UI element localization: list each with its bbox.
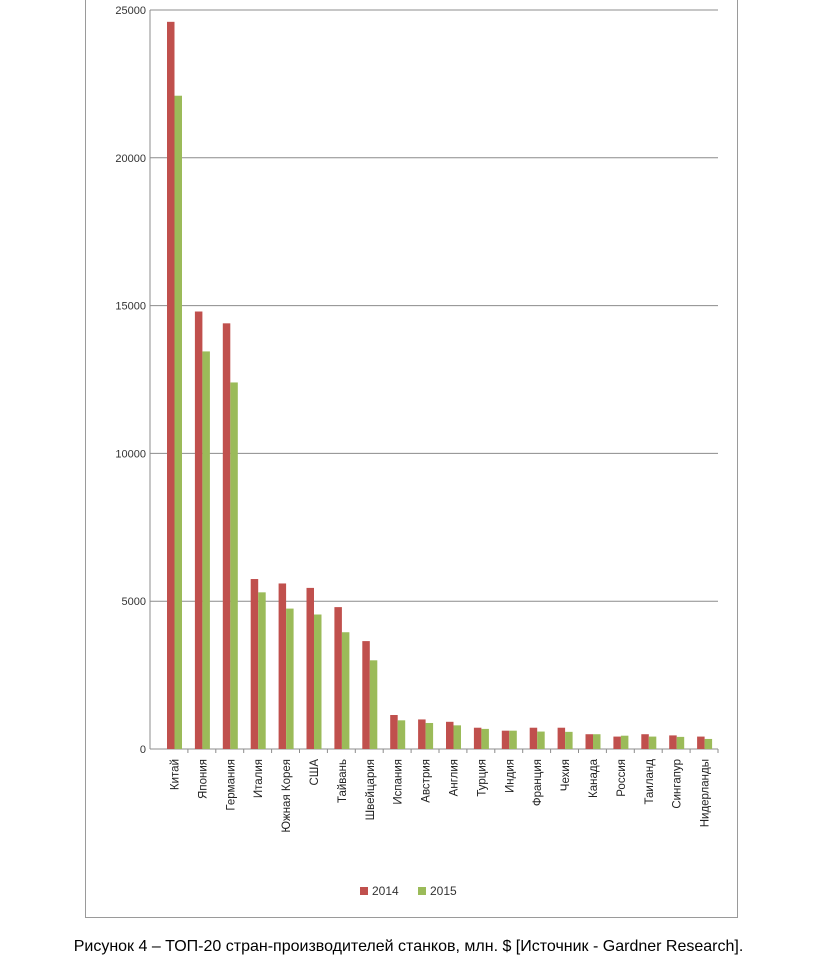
bar-2014-6 bbox=[334, 607, 342, 749]
bar-2015-14 bbox=[565, 731, 573, 749]
category-label-5: США bbox=[309, 759, 321, 786]
bar-2015-13 bbox=[537, 731, 545, 749]
category-label-11: Турция bbox=[476, 759, 488, 797]
y-tick-label-0: 0 bbox=[140, 744, 146, 756]
category-label-8: Испания bbox=[393, 759, 405, 805]
category-label-9: Австрия bbox=[421, 759, 433, 803]
figure-caption: Рисунок 4 – ТОП-20 стран-производителей … bbox=[73, 938, 744, 955]
bar-2014-18 bbox=[669, 735, 677, 749]
bar-2014-16 bbox=[613, 736, 621, 749]
bar-2014-14 bbox=[557, 727, 566, 749]
category-label-15: Канада bbox=[588, 758, 600, 798]
bar-2015-9 bbox=[425, 722, 434, 749]
bar-2014-0 bbox=[167, 21, 175, 750]
bar-2015-0 bbox=[174, 95, 182, 749]
bar-2014-19 bbox=[697, 736, 705, 749]
chart-frame bbox=[85, 0, 738, 918]
category-label-16: Россия bbox=[616, 759, 628, 797]
bar-2015-15 bbox=[593, 734, 601, 749]
category-label-19: Нидерланды bbox=[700, 759, 712, 827]
bar-2014-1 bbox=[194, 311, 203, 749]
bar-2015-6 bbox=[341, 632, 350, 749]
bar-2014-15 bbox=[585, 734, 593, 749]
bar-2014-10 bbox=[446, 721, 454, 749]
bar-2014-7 bbox=[362, 641, 370, 749]
bar-2015-18 bbox=[676, 736, 685, 749]
y-tick-label-2: 10000 bbox=[115, 448, 146, 460]
y-tick-label-1: 5000 bbox=[122, 596, 146, 608]
legend-swatch-2015 bbox=[418, 887, 426, 895]
category-label-1: Япония bbox=[197, 759, 209, 799]
bar-2014-3 bbox=[250, 579, 259, 749]
bar-2014-4 bbox=[278, 583, 287, 749]
category-label-0: Китай bbox=[170, 759, 182, 790]
legend-swatch-2014 bbox=[360, 887, 368, 895]
y-tick-label-3: 15000 bbox=[115, 301, 146, 313]
bar-2014-9 bbox=[418, 719, 426, 749]
bar-2015-19 bbox=[704, 738, 713, 749]
bar-2014-11 bbox=[473, 727, 482, 749]
bar-2015-7 bbox=[369, 660, 378, 749]
bar-2015-11 bbox=[481, 728, 489, 749]
category-label-2: Германия bbox=[225, 759, 237, 811]
category-label-17: Таиланд bbox=[644, 759, 656, 805]
bar-2014-17 bbox=[641, 734, 649, 749]
category-label-18: Сингапур bbox=[672, 759, 684, 809]
bar-2014-12 bbox=[501, 730, 510, 749]
category-label-4: Южная Корея bbox=[281, 759, 293, 833]
y-tick-label-4: 20000 bbox=[115, 153, 146, 165]
bar-2015-8 bbox=[397, 720, 406, 749]
bar-2015-1 bbox=[202, 351, 210, 749]
bar-2015-2 bbox=[230, 382, 238, 749]
category-label-6: Тайвань bbox=[337, 759, 349, 803]
category-label-12: Индия bbox=[504, 759, 516, 793]
y-tick-label-5: 25000 bbox=[115, 5, 146, 17]
category-label-7: Швейцария bbox=[365, 759, 377, 820]
category-label-10: Англия bbox=[449, 759, 461, 796]
bar-2015-12 bbox=[509, 730, 517, 749]
bar-2015-16 bbox=[620, 735, 629, 749]
bar-2015-4 bbox=[286, 608, 294, 749]
bar-chart: 0 5000 10000 15000 20000 25000 Китай Япония Герм… bbox=[115, 5, 719, 898]
bar-2014-13 bbox=[529, 727, 538, 749]
bar-2015-5 bbox=[314, 614, 322, 749]
bar-2015-10 bbox=[453, 725, 461, 749]
legend-label-2015: 2015 bbox=[430, 884, 457, 898]
bar-2015-3 bbox=[258, 592, 266, 749]
category-label-14: Чехия bbox=[560, 759, 572, 791]
bar-2015-17 bbox=[648, 736, 657, 749]
category-label-13: Франция bbox=[532, 759, 544, 806]
bar-2014-5 bbox=[306, 587, 314, 749]
legend-label-2014: 2014 bbox=[372, 884, 399, 898]
bar-2014-8 bbox=[390, 715, 398, 749]
bar-2014-2 bbox=[222, 323, 231, 749]
category-label-3: Италия bbox=[253, 759, 265, 798]
